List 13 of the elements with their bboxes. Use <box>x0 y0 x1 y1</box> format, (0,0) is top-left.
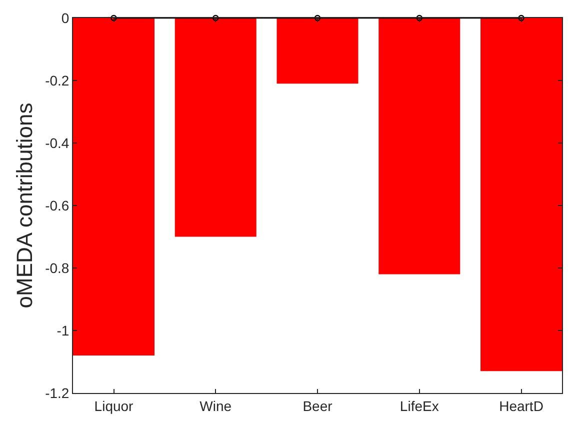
x-tick-label: Wine <box>200 398 232 414</box>
x-tick-label: HeartD <box>499 398 544 414</box>
y-tick-label: -0.4 <box>45 134 70 151</box>
y-tick-label: -0.8 <box>45 260 70 276</box>
x-tick-label: Beer <box>302 398 333 414</box>
y-tick-label: -0.6 <box>45 197 70 214</box>
x-tick-label: Liquor <box>94 398 134 414</box>
x-tick-label: LifeEx <box>400 398 439 414</box>
y-tick-label: -0.2 <box>45 72 70 88</box>
y-tick-label: -1 <box>56 322 70 338</box>
y-axis-title: oMEDA contributions <box>12 102 37 308</box>
y-tick-label: 0 <box>61 10 70 26</box>
y-tick-label: -1.2 <box>45 384 70 401</box>
